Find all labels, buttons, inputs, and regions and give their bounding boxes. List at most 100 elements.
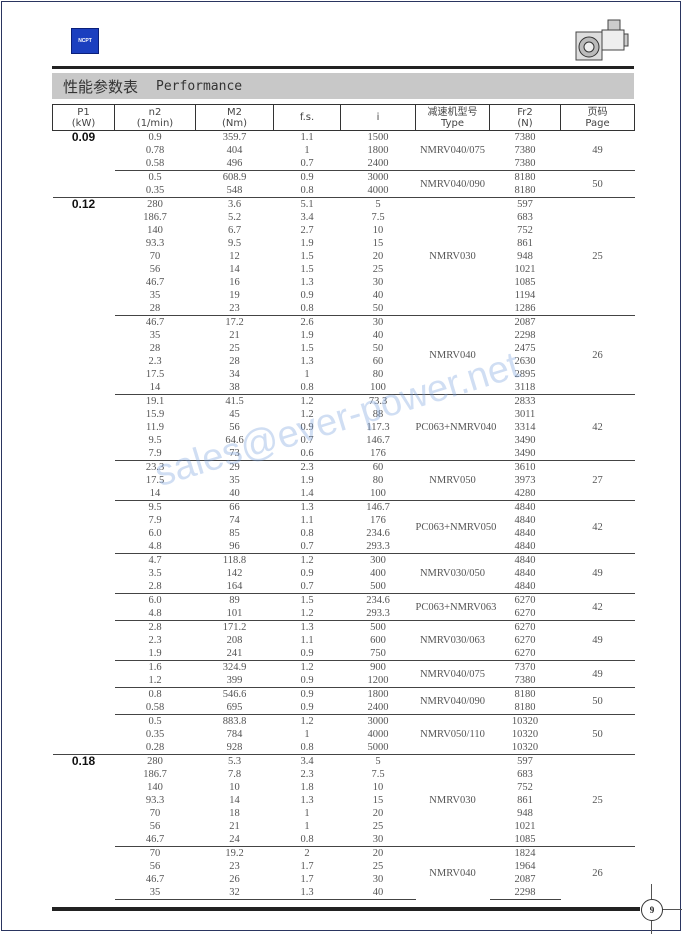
table-row: 1.6 324.9 1.2 900 NMRV040/075 7370 49 xyxy=(53,660,635,688)
m2-value: 24 xyxy=(229,834,240,845)
ratio-value: 25 xyxy=(372,861,384,872)
ratio-value: 176 xyxy=(370,515,386,526)
m2-value: 64.6 xyxy=(225,435,244,446)
ratio-value: 80 xyxy=(372,369,384,380)
fs-value: 5.1 xyxy=(273,197,341,211)
ratio-value: 234.6 xyxy=(340,593,416,607)
n2-value: 46.7 xyxy=(145,834,165,845)
ratio-value: 50 xyxy=(372,303,384,314)
fr2-value: 948 xyxy=(517,808,533,819)
table-row: 46.7 17.2 2.6 30 NMRV040 2087 26 xyxy=(53,315,635,395)
n2-value: 0.9 xyxy=(114,130,196,144)
n2-value: 93.3 xyxy=(145,795,165,806)
n2-value: 93.3 xyxy=(145,238,165,249)
fs-value: 0.8 xyxy=(300,528,314,539)
fs-value: 1.3 xyxy=(300,356,314,367)
n2-value: 46.7 xyxy=(114,315,196,329)
performance-table: P1 (kW) n2 (1/min) M2 (Nm) f.s. i 减速机型号 Type Fr2 (N… xyxy=(52,104,635,900)
ratio-value: 30 xyxy=(372,834,384,845)
ratio-value: 10 xyxy=(372,225,384,236)
m2-value: 9.5 xyxy=(227,238,242,249)
n2-value: 28 xyxy=(149,303,161,314)
table-row: 0.5 883.8 1.2 3000 NMRV050/110 10320 50 xyxy=(53,714,635,755)
type-value: NMRV030 xyxy=(415,197,490,316)
fs-value: 0.9 xyxy=(300,648,314,659)
table-row: 140 10 1.8 10 752 xyxy=(53,781,635,794)
fr2-value: 7370 xyxy=(489,660,561,674)
table-row: 93.3 9.5 1.9 15 861 xyxy=(53,237,635,250)
fs-value: 1.2 xyxy=(273,394,341,408)
n2-value: 0.35 xyxy=(145,729,165,740)
fr2-value: 2298 xyxy=(489,886,561,900)
fs-value: 1.7 xyxy=(300,861,314,872)
column-unit: (Nm) xyxy=(221,117,248,129)
n2-value: 17.5 xyxy=(145,369,165,380)
fr2-value: 8180 xyxy=(489,170,561,184)
fs-value: 0.7 xyxy=(300,541,314,552)
fr2-value: 4840 xyxy=(514,515,536,526)
fr2-value: 6270 xyxy=(514,648,536,659)
table-row: 0.8 546.6 0.9 1800 NMRV040/090 8180 50 xyxy=(53,687,635,715)
m2-value: 548 xyxy=(226,185,243,196)
page-ref: 50 xyxy=(560,170,635,198)
n2-value: 46.7 xyxy=(145,874,165,885)
type-value: NMRV030/050 xyxy=(415,553,490,594)
fs-value: 1.3 xyxy=(273,500,341,514)
ratio-value: 146.7 xyxy=(366,435,390,446)
n2-value: 186.7 xyxy=(143,769,167,780)
n2-value: 140 xyxy=(147,782,163,793)
n2-value: 70 xyxy=(149,808,161,819)
n2-value: 4.7 xyxy=(114,553,196,567)
table-row: 93.3 14 1.3 15 861 xyxy=(53,794,635,807)
fr2-value: 2630 xyxy=(514,356,536,367)
m2-value: 6.7 xyxy=(227,225,242,236)
m2-value: 359.7 xyxy=(195,130,274,144)
table-row: 2.8 171.2 1.3 500 NMRV030/063 6270 49 xyxy=(53,620,635,661)
fs-value: 0.7 xyxy=(300,581,314,592)
fr2-value: 683 xyxy=(517,769,533,780)
ratio-value: 100 xyxy=(370,382,386,393)
table-row: 35 21 1.9 40 2298 xyxy=(53,329,635,342)
n2-value: 35 xyxy=(149,290,161,301)
ratio-value: 20 xyxy=(340,846,416,860)
column-unit: Type xyxy=(441,117,464,129)
fr2-value: 3973 xyxy=(514,475,536,486)
n2-value: 0.28 xyxy=(145,742,165,753)
ratio-value: 40 xyxy=(372,330,384,341)
ratio-value: 1200 xyxy=(367,675,389,686)
m2-value: 41.5 xyxy=(195,394,274,408)
table-row: 19.1 41.5 1.2 73.3 PC063+NMRV040 2833 42 xyxy=(53,394,635,461)
fs-value: 1.3 xyxy=(300,277,314,288)
table-row: 28 25 1.5 50 2475 xyxy=(53,342,635,355)
fr2-value: 3610 xyxy=(489,460,561,474)
ratio-value: 234.6 xyxy=(366,528,390,539)
page-ref: 42 xyxy=(560,593,635,621)
fs-value: 1.5 xyxy=(273,593,341,607)
fr2-value: 1194 xyxy=(514,290,536,301)
fr2-value: 4840 xyxy=(514,581,536,592)
table-row: 0.78 404 1 1800 7380 xyxy=(53,144,635,157)
m2-value: 21 xyxy=(229,330,240,341)
fr2-value: 4840 xyxy=(514,568,536,579)
n2-value: 0.58 xyxy=(145,158,165,169)
m2-value: 85 xyxy=(229,528,240,539)
n2-value: 0.5 xyxy=(114,170,196,184)
n2-value: 14 xyxy=(149,382,161,393)
table-row: 0.5 608.9 0.9 3000 NMRV040/090 8180 50 xyxy=(53,170,635,198)
ratio-value: 80 xyxy=(372,475,384,486)
fs-value: 1.9 xyxy=(300,330,314,341)
fr2-value: 1824 xyxy=(489,846,561,860)
column-label: 页码 xyxy=(587,106,608,118)
fs-value: 1.2 xyxy=(273,660,341,674)
ratio-value: 500 xyxy=(370,581,386,592)
table-row: 0.58 695 0.9 2400 8180 xyxy=(53,701,635,715)
n2-value: 56 xyxy=(149,264,161,275)
fs-value: 1.1 xyxy=(300,635,314,646)
ratio-value: 293.3 xyxy=(366,541,390,552)
footer-rule xyxy=(52,907,640,911)
ratio-value: 100 xyxy=(370,488,386,499)
m2-value: 23 xyxy=(229,303,240,314)
m2-value: 35 xyxy=(229,475,240,486)
m2-value: 241 xyxy=(226,648,243,659)
table-row: 0.35 548 0.8 4000 8180 xyxy=(53,184,635,198)
